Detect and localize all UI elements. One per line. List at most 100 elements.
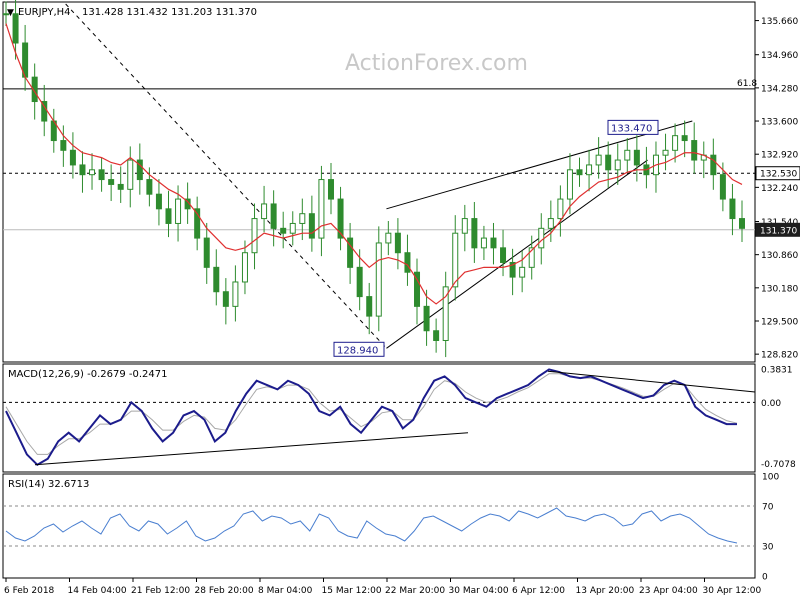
candle-body [232,281,239,307]
x-tick-label: 8 Mar 04:00 [258,586,313,596]
macd-tick-label: -0.7078 [761,460,796,470]
rsi-layer [3,505,755,547]
rsi-title: RSI(14) 32.6713 [8,479,89,490]
candle-body [576,169,583,176]
x-tick-label: 23 Apr 04:00 [639,586,698,596]
candle-body [423,305,430,332]
annotation-low: 128.940 [333,341,385,357]
candle-body [89,169,96,176]
price-tick-label: 135.660 [761,17,798,27]
price-tick-label: 129.500 [761,317,798,327]
candle-body [136,159,143,181]
trendline [386,159,648,349]
macd-title: MACD(12,26,9) -0.2679 -0.2471 [8,369,168,380]
candle-body [213,266,220,293]
x-tick-label: 22 Mar 20:00 [385,586,445,596]
candle-body [308,213,315,239]
price-tick-label: 130.860 [761,251,798,261]
candle-body [519,266,526,278]
candle-body [241,252,248,283]
candle-body [347,237,354,268]
macd-trendline [547,370,756,393]
candle-body [710,154,717,176]
macd-signal-line [5,373,738,455]
axis-layer: 135.660 134.960 134.280 133.600 132.920 132.2… [4,17,800,596]
annotation-high-box [607,119,659,135]
candle-body [394,232,401,254]
candle-body [509,261,516,278]
price-tick-label: 130.180 [761,284,798,294]
x-tick-label: 13 Apr 20:00 [576,586,635,596]
macd-tick-label: 0.00 [761,399,781,409]
candle-body [375,242,382,317]
rsi-tick-label: 0 [762,573,768,583]
watermark: ActionForex.com [345,51,528,76]
candle-body [605,154,612,171]
macd-trendline [34,432,469,466]
candle-body [404,252,411,273]
trendline [386,120,693,210]
price-marker-dashed: 132.530 [755,166,800,181]
x-tick-label: 6 Apr 12:00 [512,586,565,596]
candle-body [3,13,9,16]
price-tick-label: 132.240 [761,184,798,194]
annotation-low-text: 128.940 [337,345,378,356]
trendline [65,3,387,349]
candle-body [222,291,229,307]
current-price-marker-text: 131.370 [760,226,797,236]
rsi-tick-label: 70 [762,503,774,513]
fib-label: 61.8 [737,79,757,89]
candle-body [471,218,478,249]
candle-body [500,247,507,263]
candle-body [442,286,449,341]
candle-body [327,179,334,200]
price-tick-label: 132.920 [761,151,798,161]
candle-body [490,237,497,249]
annotation-high: 133.470 [607,119,659,135]
candle-body [194,208,201,239]
candle-body [547,218,554,229]
x-tick-label: 30 Mar 04:00 [449,586,509,596]
price-marker-dashed-text: 132.530 [760,170,797,180]
candle-body [528,247,535,268]
candle-body [270,203,277,229]
rsi-tick-label: 100 [762,473,779,483]
candle-body [691,140,698,161]
x-tick-label: 6 Feb 2018 [4,586,55,596]
x-tick-label: 15 Mar 12:00 [322,586,382,596]
price-tick-label: 134.280 [761,84,798,94]
rsi-tick-label: 30 [762,543,774,553]
candle-body [165,208,172,224]
current-price-marker: 131.370 [755,222,800,237]
candle-body [31,76,38,103]
candle-body [280,227,287,234]
candle-body [299,213,306,224]
candle-body [117,183,124,190]
candle-body [175,198,182,224]
candle-body [719,174,726,200]
annotation-high-text: 133.470 [611,123,652,134]
candle-body [127,159,134,190]
candle-body [461,218,468,234]
candle-body [366,296,373,317]
candle-body [155,193,162,210]
candle-body [614,159,621,171]
candle-body [433,330,440,341]
candle-body [79,164,86,176]
candle-body [566,169,573,200]
candle-body [289,222,296,234]
candle-body [586,164,593,176]
candle-body [681,135,688,142]
candle-body [624,149,631,161]
macd-panel [2,363,756,473]
candle-body [729,198,736,220]
candle-body [414,271,421,307]
candle-body [739,218,745,229]
price-tick-label: 128.820 [761,351,798,361]
macd-layer [3,368,756,467]
annotation-low-box [333,341,385,357]
rsi-panel [2,473,756,579]
candle-body [69,149,76,166]
candle-body [356,266,363,298]
